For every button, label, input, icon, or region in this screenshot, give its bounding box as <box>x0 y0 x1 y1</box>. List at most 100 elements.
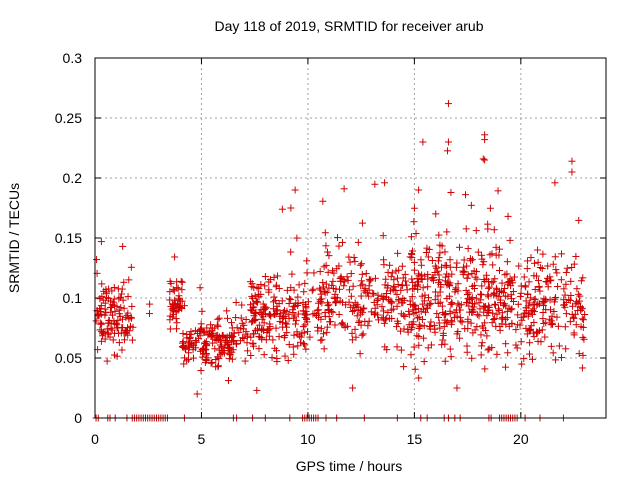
data-point <box>393 323 401 331</box>
data-point <box>270 273 278 281</box>
data-point <box>391 286 399 294</box>
data-point <box>359 330 367 338</box>
data-point <box>539 309 547 317</box>
data-point <box>386 261 394 269</box>
data-point <box>568 168 576 176</box>
data-point <box>505 278 513 286</box>
data-point <box>415 341 423 349</box>
data-point <box>331 299 339 307</box>
data-point <box>97 320 105 328</box>
data-point <box>240 334 248 342</box>
data-point <box>335 242 343 250</box>
data-point <box>512 326 520 334</box>
data-point <box>254 298 262 306</box>
data-point <box>445 292 453 300</box>
data-point <box>198 307 206 315</box>
data-point <box>414 282 422 290</box>
data-point <box>510 297 518 305</box>
data-point <box>523 265 531 273</box>
data-point <box>497 287 505 295</box>
data-point <box>541 297 549 305</box>
data-point <box>324 302 332 310</box>
data-point <box>285 300 293 308</box>
data-point <box>541 333 549 341</box>
data-point <box>527 294 535 302</box>
data-point <box>547 342 555 350</box>
data-point <box>518 316 526 324</box>
data-point <box>573 285 581 293</box>
data-point <box>390 276 398 284</box>
data-point <box>448 300 456 308</box>
data-point <box>554 283 562 291</box>
data-point <box>478 282 486 290</box>
data-point <box>201 339 209 347</box>
data-point <box>277 310 285 318</box>
data-point <box>442 319 450 327</box>
data-point <box>484 284 492 292</box>
data-point <box>290 331 298 339</box>
data-point <box>255 321 263 329</box>
data-point <box>302 314 310 322</box>
data-point <box>289 343 297 351</box>
data-point <box>534 328 542 336</box>
data-point <box>294 310 302 318</box>
data-point <box>493 310 501 318</box>
data-point <box>272 324 280 332</box>
data-point <box>403 286 411 294</box>
data-point <box>439 336 447 344</box>
data-point <box>438 341 446 349</box>
y-axis-title: SRMTID / TECUs <box>6 183 22 293</box>
data-point <box>463 262 471 270</box>
data-point <box>189 354 197 362</box>
data-point <box>180 302 188 310</box>
data-point <box>320 263 328 271</box>
data-point <box>415 333 423 341</box>
data-point <box>244 347 252 355</box>
data-point <box>325 306 333 314</box>
data-point <box>570 329 578 337</box>
data-point <box>524 312 532 320</box>
data-point <box>361 284 369 292</box>
data-point <box>325 252 333 260</box>
data-point <box>301 279 309 287</box>
data-point <box>427 318 435 326</box>
data-point <box>490 290 498 298</box>
data-point <box>215 314 223 322</box>
data-point <box>119 242 127 250</box>
data-point <box>463 348 471 356</box>
data-point <box>415 272 423 280</box>
data-point <box>501 271 509 279</box>
data-point <box>410 309 418 317</box>
data-point <box>297 338 305 346</box>
data-point <box>473 323 481 331</box>
data-point <box>299 323 307 331</box>
data-point <box>373 301 381 309</box>
data-point <box>434 279 442 287</box>
data-point <box>268 354 276 362</box>
data-point <box>379 314 387 322</box>
data-point <box>546 315 554 323</box>
data-point <box>253 283 261 291</box>
data-point <box>250 342 258 350</box>
data-point <box>409 278 417 286</box>
data-point <box>392 267 400 275</box>
data-point <box>463 342 471 350</box>
data-point <box>316 268 324 276</box>
data-point <box>99 332 107 340</box>
data-point <box>101 311 109 319</box>
data-point <box>262 336 270 344</box>
data-point <box>248 318 256 326</box>
data-point <box>338 320 346 328</box>
data-point <box>454 280 462 288</box>
data-point <box>335 262 343 270</box>
data-point <box>317 315 325 323</box>
data-point <box>209 339 217 347</box>
data-point <box>468 305 476 313</box>
data-point <box>270 293 278 301</box>
data-point <box>291 186 299 194</box>
data-point <box>444 147 452 155</box>
data-point <box>561 323 569 331</box>
data-point <box>252 315 260 323</box>
data-point <box>475 312 483 320</box>
data-point <box>424 275 432 283</box>
